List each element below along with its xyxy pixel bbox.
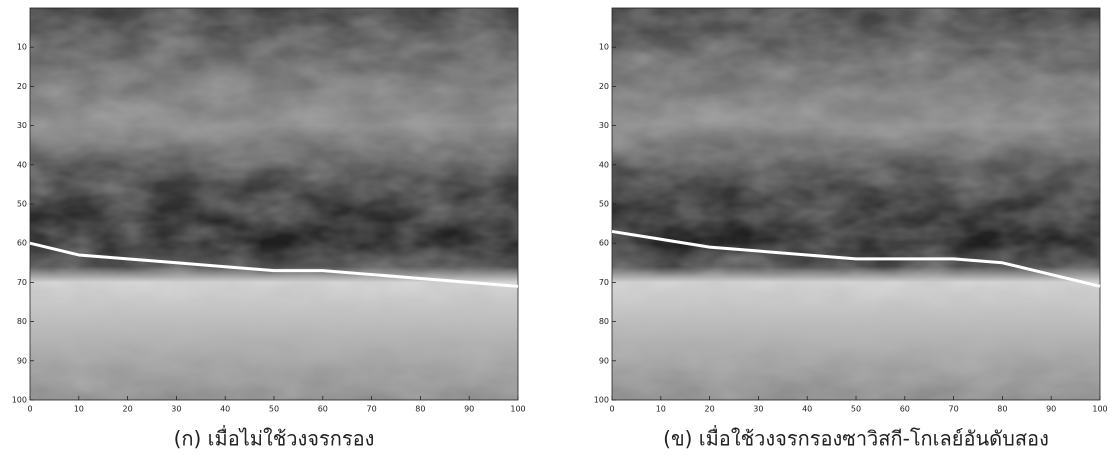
x-tick-label: 60 (900, 405, 910, 414)
x-tick-label: 50 (851, 405, 861, 414)
y-tick-label: 30 (17, 121, 27, 130)
x-tick-label: 30 (753, 405, 763, 414)
boundary-line (611, 229, 1101, 288)
x-tick-label: 50 (269, 405, 279, 414)
y-tick-label: 40 (599, 160, 609, 169)
y-tick-label: 60 (17, 239, 27, 248)
y-tick-label: 30 (599, 121, 609, 130)
x-tick-label: 40 (802, 405, 812, 414)
y-tick-label: 80 (599, 317, 609, 326)
x-tick-label: 40 (220, 405, 230, 414)
x-tick-label: 100 (1092, 405, 1107, 414)
y-tick-label: 20 (599, 82, 609, 91)
x-tick-label: 30 (171, 405, 181, 414)
x-tick-label: 90 (1046, 405, 1056, 414)
caption: (ก) เมื่อไม่ใช้วงจรกรอง (174, 425, 375, 451)
x-tick-label: 10 (74, 405, 84, 414)
y-tick-label: 50 (17, 200, 27, 209)
x-tick-label: 70 (949, 405, 959, 414)
x-tick-label: 60 (318, 405, 328, 414)
boundary-line (29, 241, 519, 288)
caption: (ข) เมื่อใช้วงจรกรองซาวิสกี-โกเลย์อันดับ… (663, 425, 1049, 451)
y-tick-label: 50 (599, 200, 609, 209)
panel: 0 10 20 30 40 50 60 70 80 90 100 10 20 30 40 50 60 70 80 90… (12, 7, 526, 451)
x-tick-label: 90 (464, 405, 474, 414)
x-tick-label: 80 (415, 405, 425, 414)
x-tick-label: 100 (510, 405, 525, 414)
x-tick-label: 10 (656, 405, 666, 414)
y-tick-label: 60 (599, 239, 609, 248)
y-tick-label: 90 (599, 356, 609, 365)
y-tick-label: 10 (599, 43, 609, 52)
x-tick-label: 20 (123, 405, 133, 414)
x-tick-label: 0 (609, 405, 614, 414)
y-tick-label: 40 (17, 160, 27, 169)
y-tick-label: 90 (17, 356, 27, 365)
panel: 0 10 20 30 40 50 60 70 80 90 100 10 20 30 40 50 60 70 80 90… (594, 7, 1108, 451)
x-tick-label: 0 (27, 405, 32, 414)
x-tick-label: 80 (997, 405, 1007, 414)
x-tick-label: 70 (367, 405, 377, 414)
x-tick-label: 20 (705, 405, 715, 414)
y-tick-label: 70 (599, 278, 609, 287)
y-tick-label: 100 (12, 396, 27, 405)
y-tick-label: 80 (17, 317, 27, 326)
y-tick-label: 70 (17, 278, 27, 287)
image-texture (30, 8, 518, 400)
y-tick-label: 20 (17, 82, 27, 91)
image-texture (612, 8, 1100, 400)
y-tick-label: 10 (17, 43, 27, 52)
y-tick-label: 100 (594, 396, 609, 405)
